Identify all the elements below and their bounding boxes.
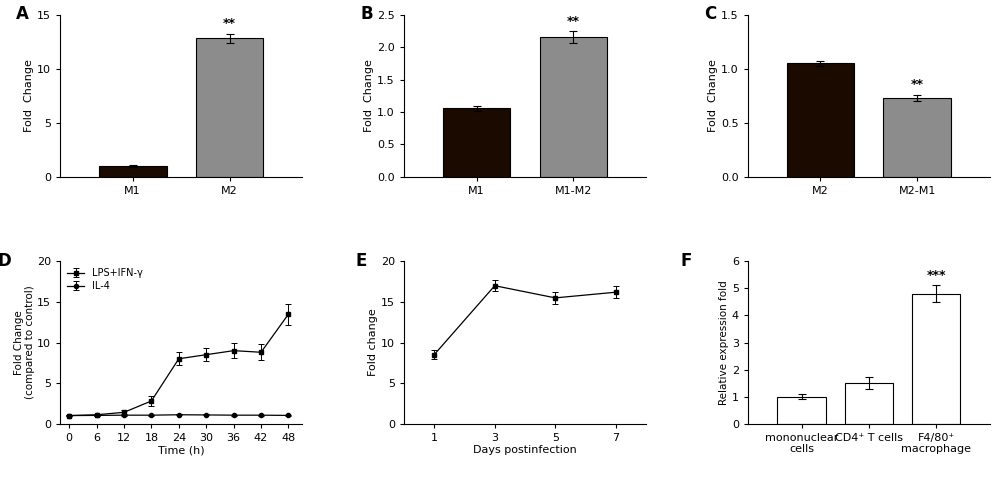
Text: C: C (704, 5, 716, 23)
Text: B: B (360, 5, 373, 23)
Bar (99, 166, 167, 177)
X-axis label: Days postinfection: Days postinfection (473, 446, 577, 455)
Text: ***: *** (926, 269, 946, 282)
Y-axis label: Fold Change
(compared to control): Fold Change (compared to control) (14, 286, 35, 399)
Text: A: A (16, 5, 29, 23)
Text: **: ** (223, 17, 236, 30)
X-axis label: Time (h): Time (h) (158, 446, 204, 455)
Text: F: F (680, 252, 691, 270)
Bar (845, 383, 893, 424)
Y-axis label: Fold change: Fold change (368, 309, 378, 376)
Y-axis label: Fold  Change: Fold Change (708, 59, 718, 132)
Bar (787, 63, 854, 177)
Text: **: ** (567, 15, 580, 28)
Bar (196, 38, 263, 177)
Y-axis label: Fold  Change: Fold Change (364, 59, 374, 132)
Bar (777, 396, 826, 424)
Bar (540, 37, 607, 177)
Text: **: ** (911, 78, 924, 92)
Bar (443, 108, 510, 177)
Text: D: D (0, 252, 11, 270)
Y-axis label: Fold  Change: Fold Change (24, 59, 34, 132)
Y-axis label: Relative expression fold: Relative expression fold (719, 280, 729, 405)
Bar (883, 98, 951, 177)
Text: E: E (355, 252, 367, 270)
Bar (912, 294, 960, 424)
Legend: LPS+IFN-γ, IL-4: LPS+IFN-γ, IL-4 (65, 266, 145, 293)
